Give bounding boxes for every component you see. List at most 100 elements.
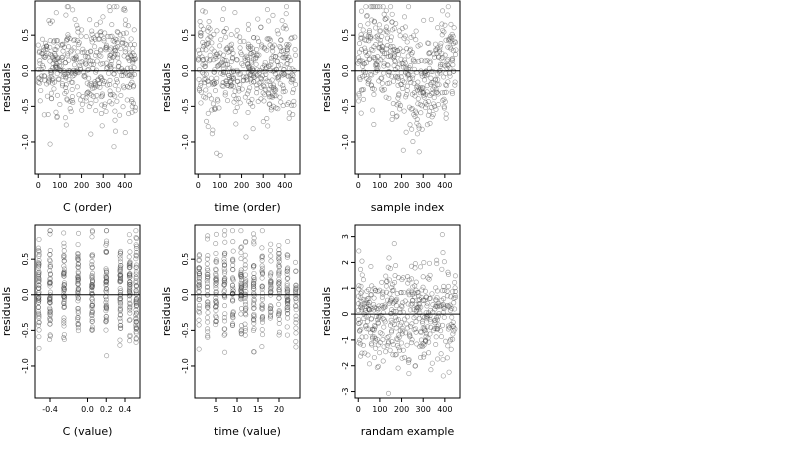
residual-point xyxy=(47,308,53,314)
residual-point xyxy=(103,302,109,308)
residual-point xyxy=(437,46,443,52)
residual-point xyxy=(409,276,415,282)
residual-point xyxy=(447,73,453,79)
residual-point xyxy=(377,4,383,10)
residual-point xyxy=(259,317,265,323)
residual-point xyxy=(397,46,403,52)
residual-point xyxy=(268,308,274,314)
residual-point xyxy=(37,61,43,67)
residual-point xyxy=(397,106,403,112)
residual-point xyxy=(225,66,231,72)
residual-point xyxy=(47,248,53,254)
residual-point xyxy=(51,56,57,62)
residual-point xyxy=(381,70,387,76)
residual-point xyxy=(213,318,219,324)
residual-point xyxy=(388,4,394,10)
y-axis-label: residuals xyxy=(160,63,173,113)
residual-point xyxy=(196,289,202,295)
residual-point xyxy=(203,95,209,101)
residual-point xyxy=(225,98,231,104)
residual-point xyxy=(83,34,89,40)
residual-point xyxy=(96,36,102,42)
residual-point xyxy=(238,273,244,279)
residual-point xyxy=(276,276,282,282)
residual-point xyxy=(122,8,128,14)
plot-frame xyxy=(194,0,301,175)
residual-point xyxy=(205,233,211,239)
plot-frame xyxy=(354,224,461,399)
residual-point xyxy=(389,307,395,313)
residual-point xyxy=(254,46,260,52)
residual-point xyxy=(443,115,449,121)
residual-point xyxy=(441,29,447,35)
residual-point xyxy=(383,283,389,289)
residual-point xyxy=(61,240,67,246)
residual-point xyxy=(81,69,87,75)
residual-point xyxy=(221,29,227,35)
residual-point xyxy=(70,7,76,13)
residual-point xyxy=(392,352,398,358)
residual-point xyxy=(259,228,265,234)
residual-point xyxy=(442,99,448,105)
residual-point xyxy=(277,44,283,50)
residual-point xyxy=(47,311,53,317)
residual-point xyxy=(417,297,423,303)
residual-point xyxy=(268,241,274,247)
residual-point xyxy=(41,45,47,51)
residual-point xyxy=(242,285,248,291)
residual-point xyxy=(117,299,123,305)
residual-point xyxy=(357,77,363,83)
residual-point xyxy=(129,74,135,80)
residual-point xyxy=(421,94,427,100)
residual-point xyxy=(134,249,140,255)
residual-point xyxy=(413,287,419,293)
residual-point xyxy=(104,270,110,276)
residual-point xyxy=(404,321,410,327)
residual-point xyxy=(399,78,405,84)
residual-point xyxy=(76,42,82,48)
residual-point xyxy=(65,51,71,57)
residual-point xyxy=(103,279,109,285)
residual-point xyxy=(36,297,42,303)
residual-point xyxy=(259,42,265,48)
residual-point xyxy=(258,24,264,30)
residual-point xyxy=(229,282,235,288)
residual-point xyxy=(251,296,257,302)
residual-point xyxy=(390,288,396,294)
residual-point xyxy=(112,39,118,45)
residual-point xyxy=(362,350,368,356)
residual-point xyxy=(393,114,399,120)
residual-point xyxy=(205,78,211,84)
residual-point xyxy=(409,126,415,132)
residual-point xyxy=(118,318,124,324)
residual-point xyxy=(36,286,42,292)
residual-point xyxy=(42,46,48,52)
residual-point xyxy=(134,236,140,242)
residual-point xyxy=(61,332,67,338)
residual-point xyxy=(416,316,422,322)
residual-point xyxy=(390,101,396,107)
residual-point xyxy=(35,248,41,254)
residual-point xyxy=(434,315,440,321)
residual-point xyxy=(196,282,202,288)
residual-point xyxy=(399,340,405,346)
residual-point xyxy=(448,294,454,300)
residual-point xyxy=(45,50,51,56)
residual-point xyxy=(416,125,422,131)
residual-point xyxy=(286,115,292,121)
residual-point xyxy=(453,51,459,57)
residual-point xyxy=(133,271,139,277)
residual-point xyxy=(393,263,399,269)
residual-point xyxy=(398,290,404,296)
residual-point xyxy=(208,75,214,81)
residual-point xyxy=(448,35,454,41)
residual-point xyxy=(402,24,408,30)
residual-point xyxy=(426,276,432,282)
residual-point xyxy=(98,111,104,117)
residual-point xyxy=(251,311,257,317)
residual-point xyxy=(242,325,248,331)
residual-point xyxy=(434,257,440,263)
residual-point xyxy=(423,294,429,300)
residual-point xyxy=(127,264,133,270)
